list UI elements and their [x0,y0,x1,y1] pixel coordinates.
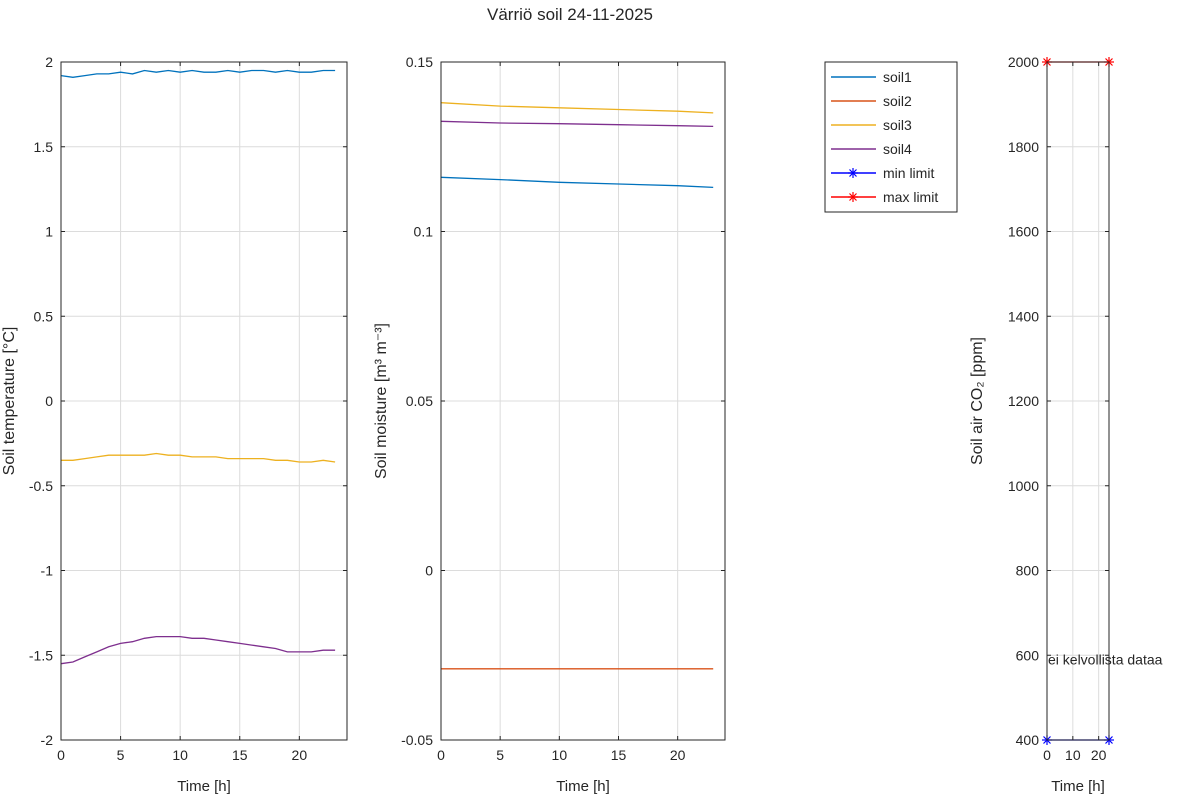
x-tick-label: 20 [292,747,308,763]
y-tick-label: 1800 [1008,139,1039,155]
y-tick-label: 1.5 [34,139,54,155]
y-tick-label: -1 [41,563,54,579]
y-axis-label: Soil moisture [m³ m⁻³] [373,323,390,479]
y-tick-label: 0.5 [34,308,54,324]
legend-entry: max limit [831,189,938,205]
legend-label: max limit [883,189,938,205]
annotation-text: ei kelvollista dataa [1048,651,1163,667]
series-line-soil4 [440,120,714,128]
y-tick-label: -0.5 [29,478,53,494]
y-tick-label: 600 [1016,647,1040,663]
y-tick-label: -0.05 [401,732,433,748]
x-tick-label: 0 [57,747,65,763]
y-tick-label: 2 [45,54,53,70]
x-tick-label: 10 [172,747,188,763]
x-tick-label: 20 [1091,747,1107,763]
legend-label: soil2 [883,93,912,109]
x-tick-label: 5 [117,747,125,763]
legend-marker [848,168,858,178]
figure-title: Värriö soil 24-11-2025 [487,5,653,24]
series-line-soil1 [60,69,336,78]
x-axis-label: Time [h] [556,778,610,795]
y-tick-label: 400 [1016,732,1040,748]
series-line-soil3 [61,452,336,463]
legend: soil1 soil2 soil3 soil4 min limit max limit [824,61,958,213]
y-tick-label: 0.05 [406,393,433,409]
legend-label: soil4 [883,141,912,157]
legend-entry: soil4 [831,141,912,157]
legend-marker [848,192,858,202]
x-tick-label: 15 [232,747,248,763]
y-tick-label: 0 [425,563,433,579]
y-tick-label: 1400 [1008,308,1039,324]
y-tick-label: 0.15 [406,54,433,70]
x-tick-label: 10 [1065,747,1081,763]
legend-label: min limit [883,165,934,181]
legend-entry: soil3 [831,117,912,133]
series-line-soil4 [60,635,336,665]
temperature-axes: 0 5 10 15 20 -2 -1.5 -1 -0.5 0 0.5 1 1.5 2 Time [h] Soi… [1,54,348,795]
legend-label: soil1 [883,69,912,85]
y-tick-label: 0 [45,393,53,409]
x-tick-label: 0 [437,747,445,763]
y-tick-label: 0.1 [414,224,434,240]
legend-entry: soil2 [831,93,912,109]
legend-label: soil3 [883,117,912,133]
y-tick-label: 1200 [1008,393,1039,409]
y-axis-label: Soil temperature [°C] [1,327,18,476]
legend-box [824,61,958,213]
y-tick-label: 1600 [1008,224,1039,240]
x-tick-label: 10 [552,747,568,763]
y-tick-label: 1000 [1008,478,1039,494]
series-line-soil3 [440,102,714,114]
legend-entry: min limit [831,165,934,181]
co2-axes: 0 10 20 400 600 800 1000 1200 1400 1600 1800 2000 Ti… [969,54,1163,795]
y-tick-label: -1.5 [29,647,53,663]
y-axis-label: Soil air CO₂ [ppm] [969,337,986,465]
x-axis-label: Time [h] [177,778,231,795]
y-tick-label: -2 [41,732,54,748]
y-tick-label: 800 [1016,563,1040,579]
series-line-soil1 [440,176,714,189]
x-axis-label: Time [h] [1051,778,1105,795]
y-tick-label: 2000 [1008,54,1039,70]
legend-entry: soil1 [831,69,912,85]
y-tick-label: 1 [45,224,53,240]
x-tick-label: 20 [670,747,686,763]
x-tick-label: 15 [611,747,627,763]
x-tick-label: 0 [1043,747,1051,763]
x-tick-label: 5 [496,747,504,763]
